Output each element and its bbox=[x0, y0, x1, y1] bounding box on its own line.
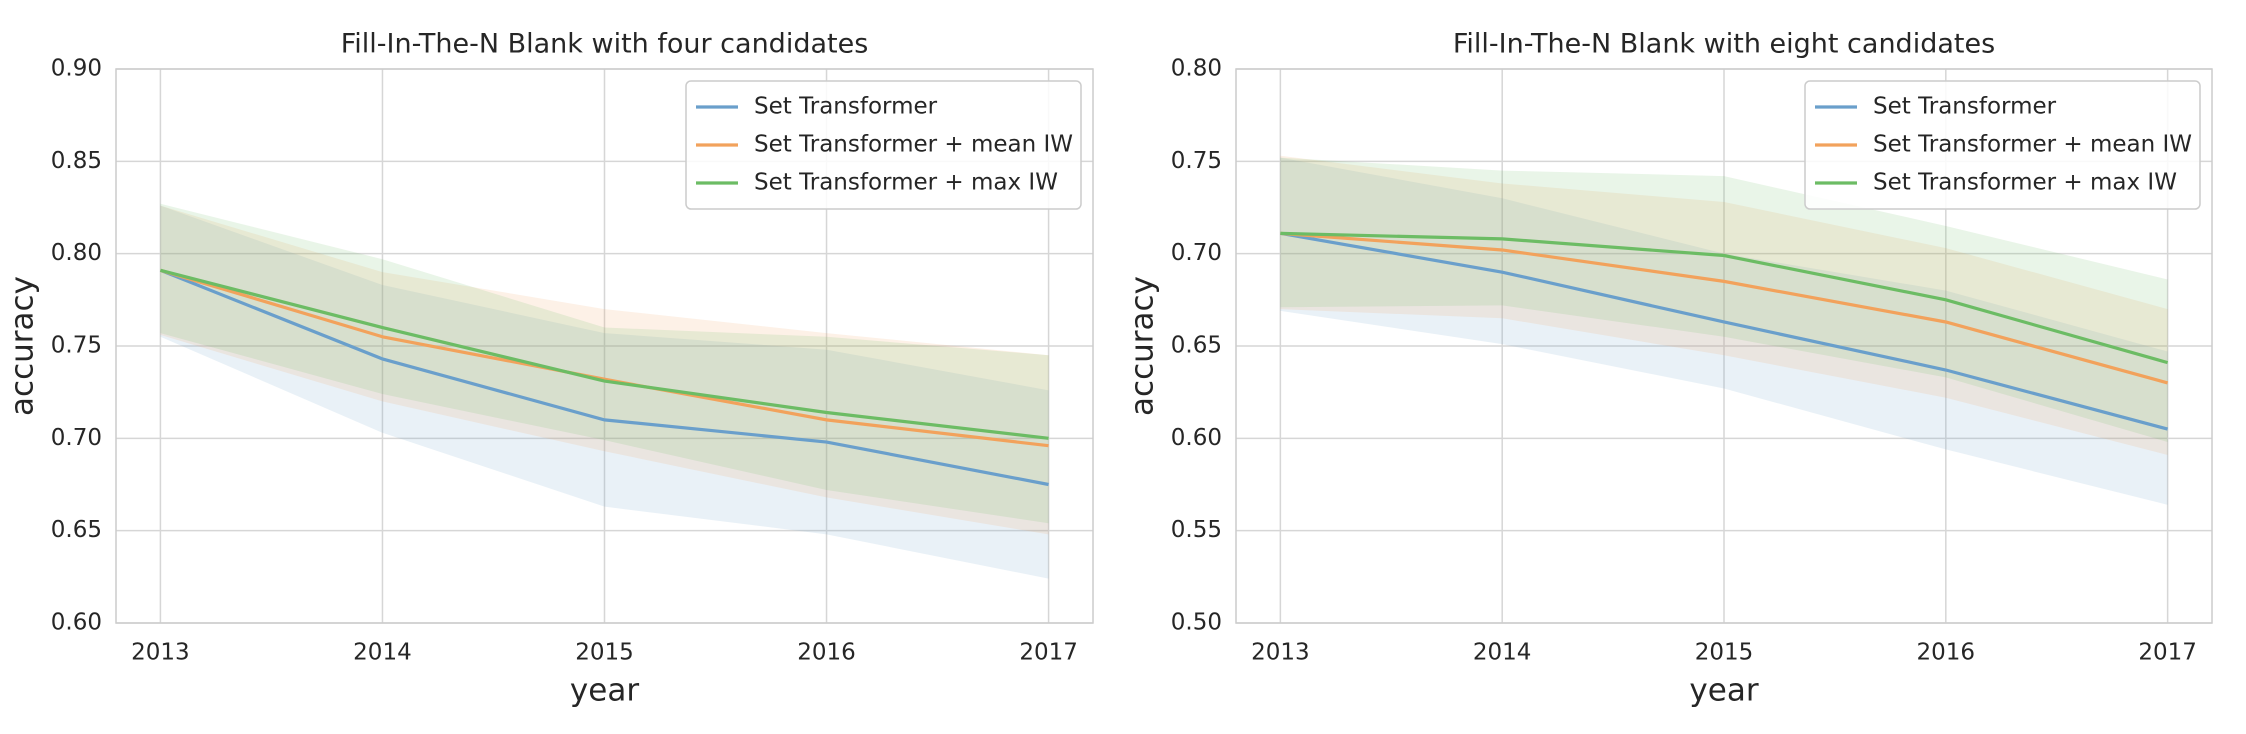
line bbox=[159, 268, 1049, 448]
legend: Set Transformer Set Transformer + mean IW… bbox=[685, 80, 1082, 210]
y-axis-label: accuracy bbox=[5, 276, 41, 416]
y-tick-label: 0.85 bbox=[51, 148, 102, 174]
confidence-band bbox=[160, 205, 1049, 535]
plot-frame bbox=[115, 68, 1094, 624]
legend-label: Set Transformer + max IW bbox=[754, 170, 1058, 196]
line bbox=[1280, 231, 2169, 431]
legend-label: Set Transformer + mean IW bbox=[754, 132, 1073, 158]
y-tick-label: 0.60 bbox=[51, 610, 102, 636]
y-tick-label: 0.70 bbox=[51, 425, 102, 451]
y-tick-label: 0.55 bbox=[1171, 517, 1222, 543]
y-tick-label: 0.50 bbox=[1171, 610, 1222, 636]
line bbox=[160, 268, 1049, 440]
confidence-band bbox=[1280, 157, 2168, 505]
y-tick-label: 0.75 bbox=[51, 333, 102, 359]
plot-frame bbox=[1235, 68, 2213, 624]
x-axis-label: year bbox=[1689, 673, 1758, 709]
chart-title: Fill-In-The-N Blank with four candidates bbox=[341, 29, 869, 60]
legend-label: Set Transformer bbox=[1873, 94, 2057, 120]
x-tick-label: 2016 bbox=[797, 640, 856, 666]
legend-box bbox=[685, 80, 1082, 210]
y-axis-label: accuracy bbox=[1125, 276, 1161, 416]
chart: 0.50 0.55 0.60 0.65 0.70 0.75 0.80 2013 2014 2015… bbox=[1125, 29, 2213, 709]
line bbox=[159, 268, 1049, 487]
line bbox=[1280, 231, 2169, 385]
legend-box bbox=[1804, 80, 2201, 210]
legend: Set Transformer Set Transformer + mean IW… bbox=[1804, 80, 2201, 210]
legend-label: Set Transformer + max IW bbox=[1873, 170, 2177, 196]
y-tick-label: 0.90 bbox=[51, 56, 102, 82]
x-tick-label: 2013 bbox=[1251, 640, 1310, 666]
x-tick-label: 2016 bbox=[1917, 640, 1976, 666]
x-tick-label: 2013 bbox=[131, 640, 190, 666]
line bbox=[1280, 231, 2169, 365]
confidence-band bbox=[160, 205, 1049, 579]
y-tick-label: 0.65 bbox=[1171, 333, 1222, 359]
x-axis-label: year bbox=[570, 673, 639, 709]
y-tick-label: 0.70 bbox=[1171, 240, 1222, 266]
confidence-band bbox=[1280, 155, 2168, 455]
y-tick-label: 0.65 bbox=[51, 517, 102, 543]
x-tick-label: 2015 bbox=[1695, 640, 1754, 666]
x-tick-label: 2017 bbox=[2138, 640, 2197, 666]
chart-title: Fill-In-The-N Blank with eight candidate… bbox=[1453, 29, 1995, 60]
y-tick-label: 0.80 bbox=[1171, 56, 1222, 82]
y-tick-label: 0.80 bbox=[51, 240, 102, 266]
y-tick-label: 0.60 bbox=[1171, 425, 1222, 451]
legend-label: Set Transformer bbox=[754, 94, 938, 120]
legend-label: Set Transformer + mean IW bbox=[1873, 132, 2192, 158]
x-tick-label: 2015 bbox=[575, 640, 634, 666]
chart: 0.60 0.65 0.70 0.75 0.80 0.85 0.90 2013 2014 2015… bbox=[5, 29, 1094, 709]
y-tick-label: 0.75 bbox=[1171, 148, 1222, 174]
x-tick-label: 2017 bbox=[1019, 640, 1078, 666]
x-tick-label: 2014 bbox=[353, 640, 412, 666]
x-tick-label: 2014 bbox=[1473, 640, 1532, 666]
